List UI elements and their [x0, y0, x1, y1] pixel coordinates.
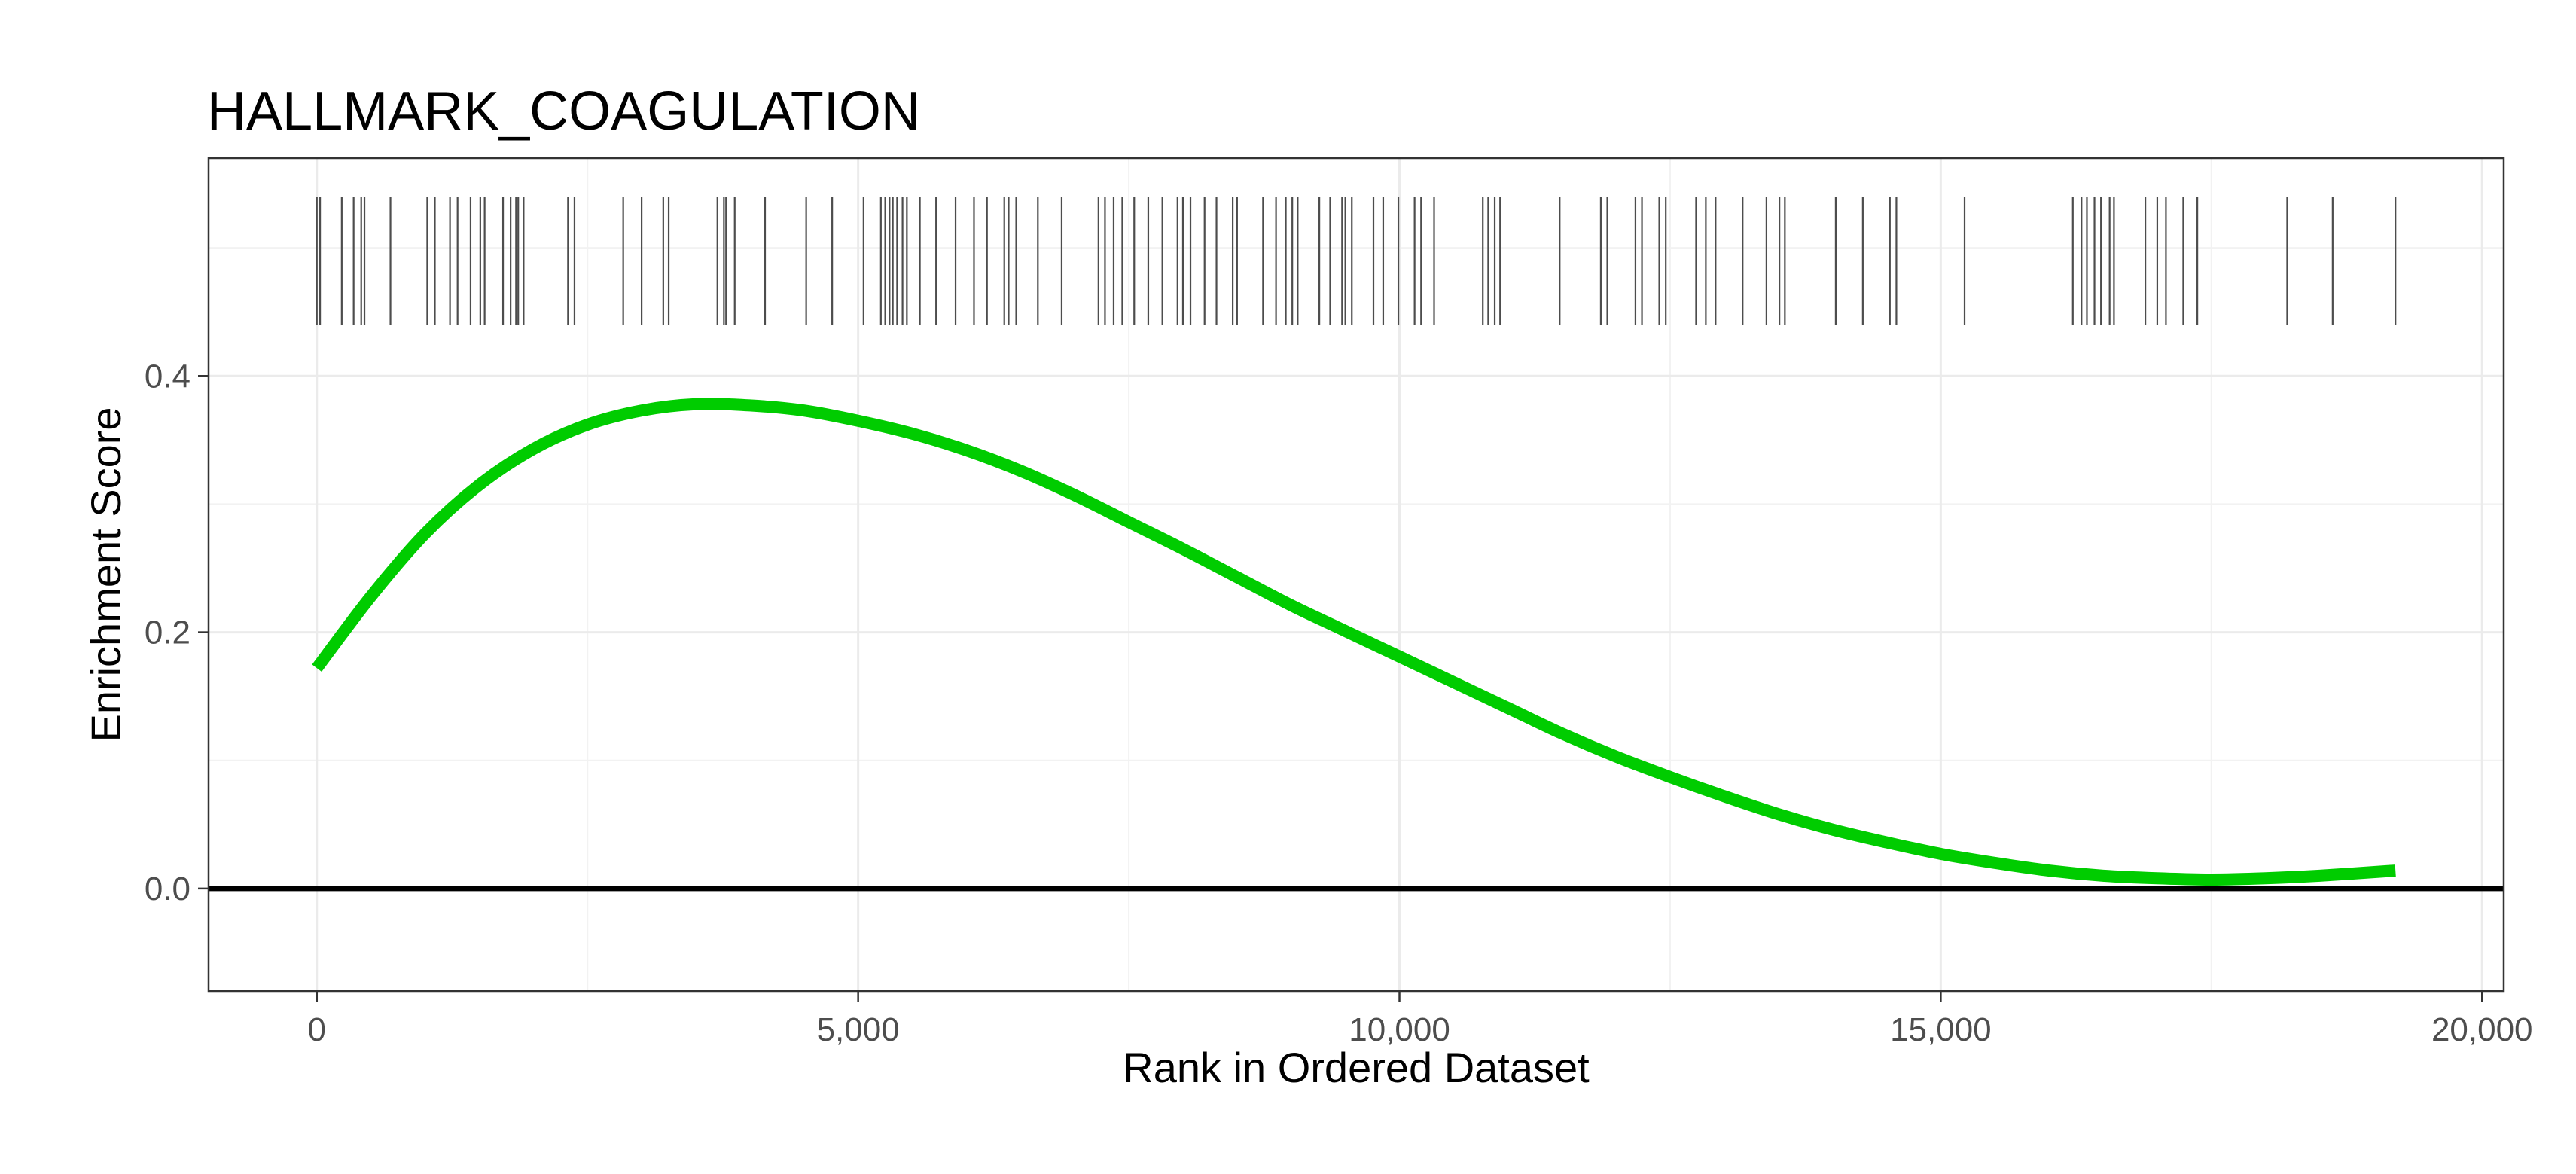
- x-tick-label: 5,000: [817, 1011, 900, 1048]
- gene-hit-ticks: [316, 197, 2397, 325]
- plot-panel: [209, 158, 2504, 991]
- x-axis-ticks: 0 5,000 10,000 15,000 20,000: [308, 991, 2533, 1048]
- y-axis-title: Enrichment Score: [82, 407, 130, 742]
- x-tick-label: 15,000: [1890, 1011, 1992, 1048]
- y-tick-label: 0.0: [145, 871, 191, 907]
- x-axis-title: Rank in Ordered Dataset: [1123, 1044, 1590, 1091]
- y-tick-label: 0.2: [145, 614, 191, 651]
- x-tick-label: 0: [308, 1011, 326, 1048]
- x-tick-label: 20,000: [2431, 1011, 2533, 1048]
- plot-panel-border: [207, 157, 2505, 993]
- chart-title: HALLMARK_COAGULATION: [207, 81, 920, 142]
- y-axis-ticks: 0.0 0.2 0.4: [145, 358, 209, 907]
- enrichment-score-curve: [312, 398, 2396, 886]
- minor-gridlines: [209, 158, 2504, 991]
- x-tick-label: 10,000: [1349, 1011, 1450, 1048]
- y-tick-label: 0.4: [145, 358, 191, 395]
